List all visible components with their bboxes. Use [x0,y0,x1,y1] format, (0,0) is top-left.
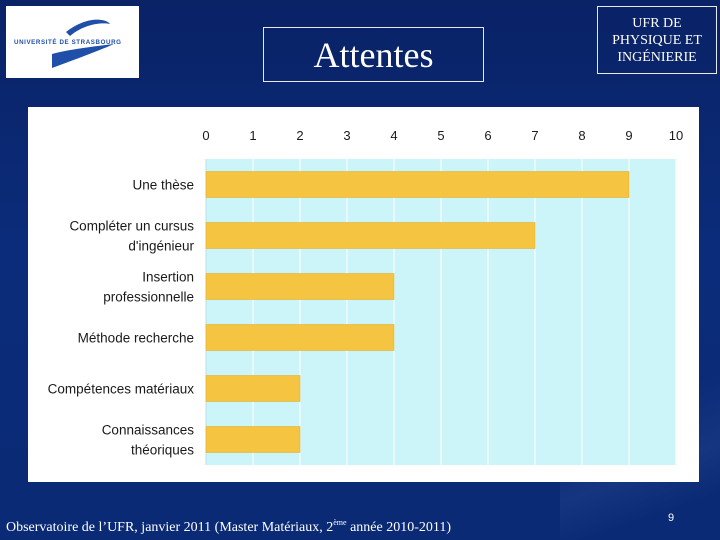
x-tick-label: 0 [202,128,209,143]
bar [205,375,301,402]
x-tick-label: 10 [669,128,683,143]
page-number: 9 [668,512,675,524]
x-tick-label: 7 [531,128,538,143]
footer-suffix: année 2010-2011) [346,520,452,535]
category-label: Une thèse [132,178,194,193]
bar [205,324,395,351]
category-label: Compétences matériaux [48,382,195,397]
x-tick-label: 8 [578,128,585,143]
x-tick-label: 3 [343,128,350,143]
slide-title: Attentes [263,27,484,82]
footer-text: Observatoire de l’UFR, janvier 2011 (Mas… [6,518,451,536]
category-label: professionnelle [103,290,194,305]
bar [205,222,536,249]
footer-superscript: ème [333,518,347,527]
chart-panel: 0 1 2 3 4 5 6 7 8 9 10 Une thèse Compléter un cursus… [28,107,699,482]
bar [205,273,395,300]
x-tick-label: 2 [296,128,303,143]
ufr-label: UFR DE PHYSIQUE ET INGÉNIERIE [597,6,717,74]
x-tick-label: 1 [249,128,256,143]
category-label: Méthode recherche [78,331,194,346]
logo-swoosh-icon [52,19,114,68]
category-label: Compléter un cursus [69,219,194,234]
footer-prefix: Observatoire de l’UFR, janvier 2011 (Mas… [6,520,334,535]
x-tick-label: 9 [625,128,632,143]
x-tick-label: 6 [484,128,491,143]
category-label: Connaissances [102,423,195,438]
university-logo: UNIVERSITÉ DE STRASBOURG [6,6,139,78]
category-label: d'ingénieur [128,239,194,254]
bar-chart: 0 1 2 3 4 5 6 7 8 9 10 Une thèse Compléter un cursus… [48,128,683,465]
bar [205,171,630,198]
bar [205,426,301,453]
x-tick-label: 5 [437,128,444,143]
x-tick-label: 4 [390,128,397,143]
category-label: théoriques [131,443,194,458]
logo-text: UNIVERSITÉ DE STRASBOURG [14,39,122,46]
category-label: Insertion [142,270,194,285]
